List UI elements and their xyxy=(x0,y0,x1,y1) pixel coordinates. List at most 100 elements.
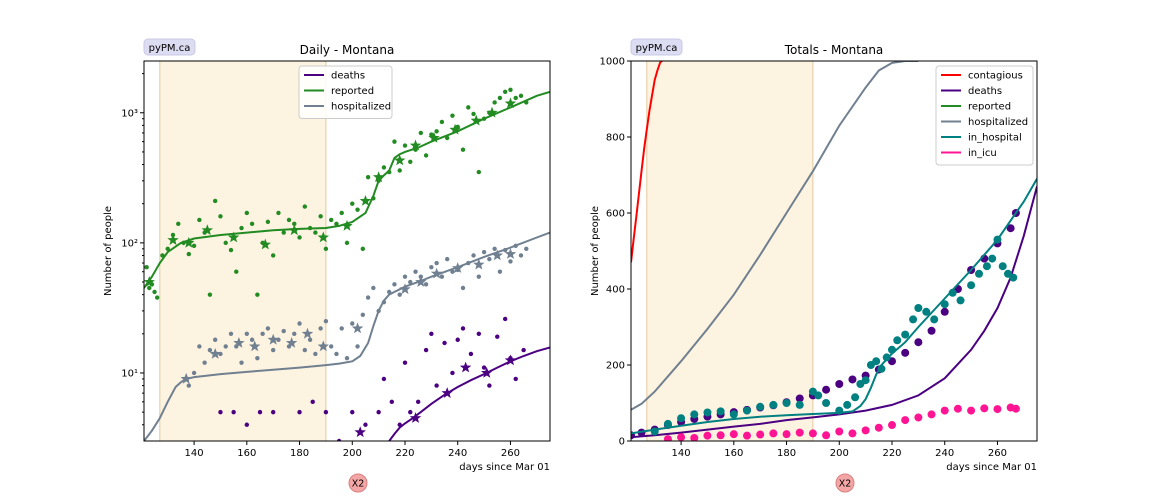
series-contagious xyxy=(631,61,663,263)
data-point-in_hospital xyxy=(893,336,902,345)
data-point-deaths xyxy=(914,338,923,347)
data-point-in_hospital xyxy=(716,407,725,416)
daily-point-reported xyxy=(218,214,223,219)
daily-point-hospitalized xyxy=(434,260,439,266)
daily-point-reported xyxy=(444,135,450,141)
badge-box xyxy=(630,38,683,56)
chart-panel-0: 140 160 180 200 220 240 260 10¹ 10² 10³ Daily - Mo… xyxy=(103,38,551,493)
x2-button[interactable]: X2 xyxy=(348,473,368,493)
daily-point-reported xyxy=(292,221,297,227)
data-point-in_hospital xyxy=(888,345,896,354)
average-star-reported xyxy=(504,97,517,109)
legend-label-hospitalized: hospitalized xyxy=(331,102,391,113)
daily-point-deaths xyxy=(397,422,402,427)
average-star-reported xyxy=(486,106,498,118)
data-point-in_icu xyxy=(677,433,686,441)
daily-point-reported xyxy=(518,93,524,99)
x2-button-circle[interactable] xyxy=(348,473,368,493)
y-tick-label: 1000 xyxy=(600,57,625,68)
daily-point-reported xyxy=(344,240,350,246)
daily-point-reported xyxy=(397,168,402,173)
data-point-in_hospital xyxy=(877,364,886,373)
average-star-reported xyxy=(470,114,482,126)
average-star-reported xyxy=(449,123,461,135)
x2-button-label[interactable]: X2 xyxy=(352,479,365,490)
daily-point-reported xyxy=(160,253,165,258)
x-tick-label: 140 xyxy=(185,448,204,459)
daily-point-hospitalized xyxy=(260,331,265,337)
data-point-in_hospital xyxy=(948,288,957,297)
daily-point-hospitalized xyxy=(476,274,482,279)
data-point-in_icu xyxy=(822,431,831,440)
source-badge: pyPM.ca xyxy=(143,38,196,56)
y-tick-label: 800 xyxy=(606,133,625,144)
x-tick-label: 260 xyxy=(988,448,1007,459)
daily-point-reported xyxy=(439,119,445,125)
y-tick-label: 400 xyxy=(606,285,625,296)
average-star-hospitalized xyxy=(351,322,364,334)
daily-point-reported xyxy=(223,240,228,246)
x-tick-label: 140 xyxy=(672,448,691,459)
data-point-in_hospital xyxy=(822,399,831,407)
average-star-reported xyxy=(317,231,329,243)
model-line-hospitalized xyxy=(631,61,919,411)
y-axis-label: Number of people xyxy=(103,206,114,296)
daily-point-reported xyxy=(513,95,518,101)
daily-point-hospitalized xyxy=(228,331,234,337)
daily-point-deaths xyxy=(415,399,421,405)
data-point-in_icu xyxy=(861,426,870,435)
x-tick-label: 180 xyxy=(777,448,796,459)
daily-point-deaths xyxy=(487,383,492,388)
average-star-hospitalized xyxy=(452,262,464,273)
data-point-in_hospital xyxy=(998,262,1007,271)
daily-point-hospitalized xyxy=(450,269,455,274)
daily-point-hospitalized xyxy=(376,308,381,314)
daily-point-reported xyxy=(508,87,513,93)
daily-point-reported xyxy=(286,217,292,223)
average-star-reported xyxy=(372,171,385,182)
daily-point-reported xyxy=(165,246,170,252)
average-star-hospitalized xyxy=(399,283,411,295)
data-point-in_hospital xyxy=(835,406,844,415)
daily-point-reported xyxy=(144,265,149,270)
data-point-in_hospital xyxy=(940,300,949,309)
daily-point-reported xyxy=(360,246,366,252)
daily-point-reported xyxy=(328,217,334,223)
average-star-deaths xyxy=(354,426,366,438)
average-star-hospitalized xyxy=(249,340,261,352)
data-point-in_hospital xyxy=(872,357,881,366)
daily-point-reported xyxy=(350,201,355,206)
daily-point-hospitalized xyxy=(371,285,376,291)
daily-point-hospitalized xyxy=(439,274,445,279)
daily-point-reported xyxy=(365,174,371,180)
daily-point-deaths xyxy=(310,399,315,405)
data-point-in_hospital xyxy=(1009,273,1018,282)
daily-point-hospitalized xyxy=(392,282,397,287)
x2-button[interactable]: X2 xyxy=(835,473,855,493)
daily-point-hospitalized xyxy=(402,274,408,279)
daily-point-deaths xyxy=(350,409,355,415)
x2-button-label[interactable]: X2 xyxy=(839,479,852,490)
y-tick-label: 600 xyxy=(606,209,625,220)
daily-point-deaths xyxy=(434,383,439,388)
daily-point-reported xyxy=(152,289,157,295)
daily-point-reported xyxy=(234,269,239,274)
y-axis-label: Number of people xyxy=(590,206,601,296)
daily-point-hospitalized xyxy=(323,319,329,324)
daily-point-hospitalized xyxy=(381,299,387,305)
y-tick-label: 10³ xyxy=(121,108,138,119)
average-star-deaths xyxy=(481,367,493,378)
daily-point-reported xyxy=(450,113,455,118)
average-star-hospitalized xyxy=(415,276,427,287)
data-point-in_icu xyxy=(808,429,817,438)
daily-point-reported xyxy=(154,295,160,300)
daily-point-deaths xyxy=(476,331,482,337)
legend-label-hospitalized: hospitalized xyxy=(968,117,1028,128)
daily-point-reported xyxy=(524,100,529,105)
x2-button-circle[interactable] xyxy=(835,473,855,493)
daily-point-reported xyxy=(186,251,192,257)
data-point-in_hospital xyxy=(795,400,804,409)
daily-point-hospitalized xyxy=(249,337,255,342)
data-point-in_hospital xyxy=(922,307,931,316)
data-point-in_hospital xyxy=(851,393,860,402)
